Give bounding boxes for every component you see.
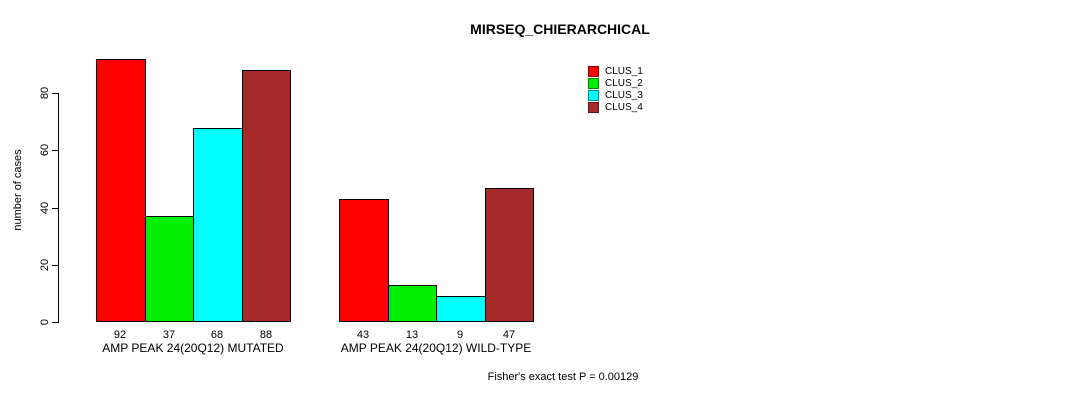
y-tick-label: 20 bbox=[39, 258, 51, 272]
bar-clus_3-group1 bbox=[193, 128, 243, 322]
group-label: AMP PEAK 24(20Q12) MUTATED bbox=[102, 341, 284, 355]
bar-value-label: 37 bbox=[162, 329, 176, 341]
y-tick-label: 80 bbox=[39, 86, 51, 100]
bar-value-label: 13 bbox=[405, 329, 419, 341]
y-tick bbox=[52, 93, 58, 94]
legend-row: CLUS_2 bbox=[588, 77, 643, 89]
legend-swatch bbox=[588, 65, 599, 77]
pvalue-annotation: Fisher's exact test P = 0.00129 bbox=[487, 371, 639, 383]
bar-clus_4-group1 bbox=[242, 70, 291, 322]
y-axis-line bbox=[58, 93, 59, 323]
bar-value-label: 43 bbox=[356, 329, 370, 341]
legend-row: CLUS_3 bbox=[588, 89, 643, 101]
legend-swatch bbox=[588, 77, 599, 89]
y-tick bbox=[52, 150, 58, 151]
y-tick-label: 60 bbox=[39, 143, 51, 157]
bar-value-label: 47 bbox=[502, 329, 516, 341]
chart-title: MIRSEQ_CHIERARCHICAL bbox=[470, 21, 650, 37]
bar-clus_1-group1 bbox=[96, 59, 146, 322]
legend-row: CLUS_1 bbox=[588, 65, 643, 77]
y-tick bbox=[52, 208, 58, 209]
legend-label: CLUS_2 bbox=[605, 77, 643, 89]
legend-swatch bbox=[588, 89, 599, 101]
bar-value-label: 9 bbox=[456, 329, 464, 341]
group-label: AMP PEAK 24(20Q12) WILD-TYPE bbox=[340, 341, 532, 355]
bar-value-label: 92 bbox=[113, 329, 127, 341]
bar-clus_3-group2 bbox=[436, 296, 486, 322]
legend: CLUS_1 CLUS_2 CLUS_3 CLUS_4 bbox=[588, 65, 643, 113]
legend-swatch bbox=[588, 101, 599, 113]
bar-clus_2-group2 bbox=[388, 285, 437, 322]
y-tick bbox=[52, 265, 58, 266]
legend-label: CLUS_3 bbox=[605, 89, 643, 101]
y-tick bbox=[52, 322, 58, 323]
y-tick-label: 40 bbox=[39, 201, 51, 215]
bar-clus_2-group1 bbox=[145, 216, 194, 322]
bar-value-label: 88 bbox=[259, 329, 273, 341]
bar-clus_1-group2 bbox=[339, 199, 389, 322]
legend-row: CLUS_4 bbox=[588, 101, 643, 113]
y-tick-label: 0 bbox=[39, 318, 51, 326]
y-axis-title: number of cases bbox=[12, 149, 24, 231]
legend-label: CLUS_1 bbox=[605, 65, 643, 77]
bar-clus_4-group2 bbox=[485, 188, 534, 322]
bar-value-label: 68 bbox=[210, 329, 224, 341]
legend-label: CLUS_4 bbox=[605, 101, 643, 113]
